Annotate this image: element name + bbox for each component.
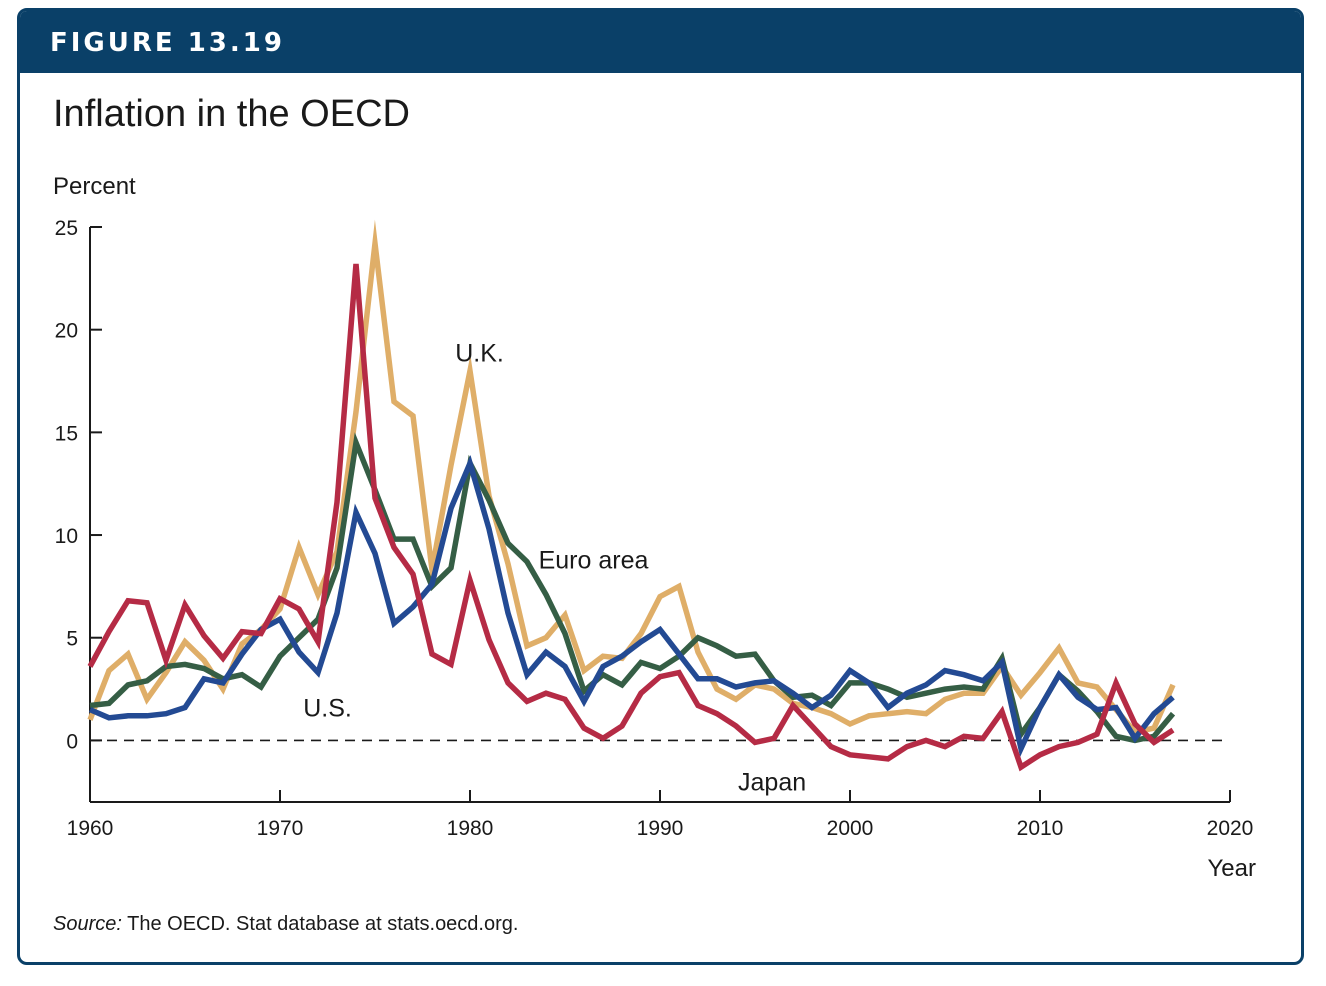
y-tick-label: 20 (55, 320, 78, 343)
x-tick-label: 2010 (1017, 817, 1064, 840)
series-line-japan (87, 263, 1175, 772)
series-label-euro-area: Euro area (539, 547, 649, 575)
y-tick-label: 25 (55, 217, 78, 240)
y-tick-label: 15 (55, 422, 78, 445)
chart-title: Inflation in the OECD (53, 93, 410, 135)
series-line-u-s (88, 454, 1175, 758)
x-tick-label: 2020 (1207, 817, 1254, 840)
series-label-u-k: U.K. (455, 339, 504, 367)
source-note: Source: The OECD. Stat database at stats… (53, 913, 518, 936)
x-tick-label: 1970 (257, 817, 304, 840)
x-tick-label: 1960 (67, 817, 114, 840)
figure-number: FIGURE 13.19 (50, 28, 285, 58)
series-label-japan: Japan (738, 768, 806, 796)
x-tick-label: 2000 (827, 817, 874, 840)
source-prefix: Source: (53, 913, 122, 935)
y-axis-label: Percent (53, 173, 136, 200)
series-labels: U.K. Euro area U.S. Japan (303, 339, 806, 796)
source-text: The OECD. Stat database at stats.oecd.or… (121, 913, 519, 935)
series-lines (87, 219, 1176, 772)
y-tick-label: 10 (55, 525, 78, 548)
x-axis-label: Year (1208, 855, 1257, 882)
chart-axes: 0 5 10 15 20 25 1960 1970 1980 1990 2000 2010 2020 Pe… (53, 173, 1256, 882)
x-tick-label: 1980 (447, 817, 494, 840)
figure-header-bar: FIGURE 13.19 (20, 11, 1301, 73)
x-tick-label: 1990 (637, 817, 684, 840)
series-line-u-k (87, 219, 1176, 736)
y-tick-label: 5 (66, 628, 78, 651)
figure-frame: FIGURE 13.19 Inflation in the OECD Sourc… (17, 8, 1304, 965)
y-tick-label: 0 (66, 730, 78, 753)
series-label-u-s: U.S. (303, 695, 352, 723)
